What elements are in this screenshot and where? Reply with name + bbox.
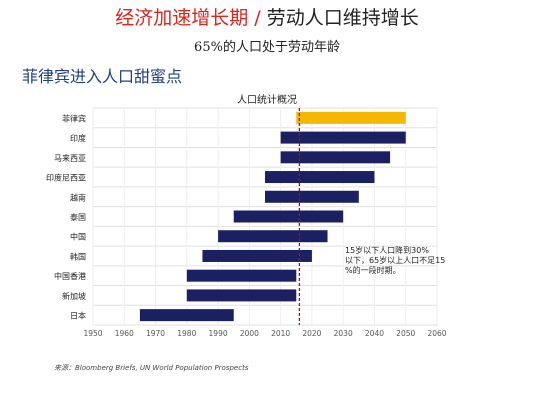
page-subtitle: 65%的人口处于劳动年龄 (194, 40, 340, 55)
bar (186, 289, 297, 302)
bar (280, 151, 391, 164)
x-tick-label: 1970 (146, 329, 165, 338)
category-label: 韩国 (70, 251, 86, 261)
category-label: 印度 (70, 133, 86, 143)
bar (139, 309, 234, 322)
category-label: 马来西亚 (54, 154, 86, 163)
annotation-line: 15岁以下人口降到30% (345, 245, 429, 255)
category-label: 菲律宾 (62, 113, 86, 123)
bar (218, 230, 328, 243)
category-label: 中国香港 (54, 271, 86, 281)
x-tick-label: 2030 (334, 329, 353, 338)
source-note: 来源：Bloomberg Briefs, UN World Population… (54, 364, 249, 372)
page-title-red: 经济加速增长期 (115, 7, 249, 29)
page-title: 经济加速增长期 / 劳动人口维持增长 (0, 6, 534, 30)
page-title-separator: / (248, 7, 267, 29)
category-label: 日本 (70, 311, 86, 321)
x-tick-label: 1950 (83, 329, 102, 338)
annotation-line: %的一段时期。 (345, 265, 401, 275)
chart-title: 人口统计概况 (237, 95, 297, 106)
x-tick-label: 2020 (302, 329, 321, 338)
bar-highlight (296, 111, 406, 124)
bar (202, 249, 312, 262)
category-label: 印度尼西亚 (46, 173, 86, 183)
category-label: 泰国 (70, 212, 86, 222)
x-tick-label: 1990 (209, 329, 228, 338)
bar (233, 210, 344, 223)
bar (265, 171, 375, 184)
section-heading: 菲律宾进入人口甜蜜点 (22, 67, 183, 86)
bar (186, 269, 297, 282)
x-tick-label: 2000 (240, 329, 259, 338)
category-label: 中国 (70, 232, 86, 242)
bar (265, 190, 359, 203)
x-tick-label: 1980 (177, 329, 196, 338)
x-tick-label: 2040 (365, 329, 384, 338)
x-tick-label: 2010 (271, 329, 290, 338)
annotation-line: 以下，65岁以上人口不足15 (345, 255, 445, 265)
category-label: 越南 (70, 192, 86, 202)
x-tick-label: 2050 (396, 329, 415, 338)
x-tick-label: 1960 (115, 329, 134, 338)
page-title-dark: 劳动人口维持增长 (266, 7, 419, 29)
bar (280, 131, 406, 144)
x-tick-label: 2060 (427, 329, 446, 338)
category-label: 新加坡 (62, 291, 86, 301)
